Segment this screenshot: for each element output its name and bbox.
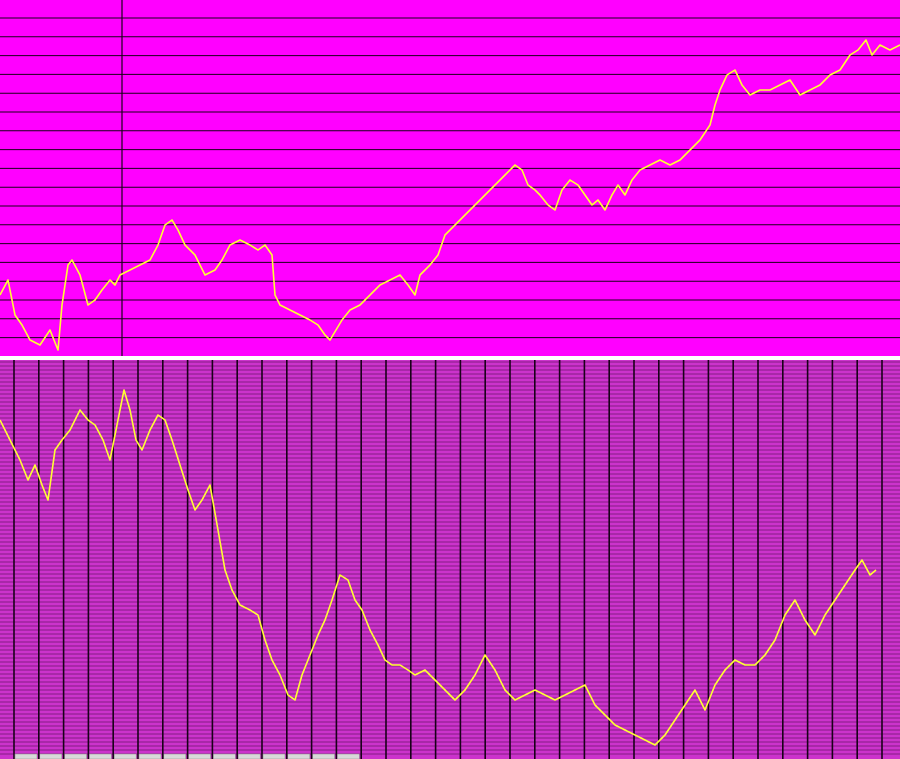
bottom-tab (337, 753, 360, 759)
bottom-tab (312, 753, 335, 759)
bottom-series-line (0, 389, 877, 746)
bottom-tab (163, 753, 187, 759)
bottom-tab (188, 753, 211, 759)
bottom-tab (89, 753, 112, 759)
bottom-tab (287, 753, 311, 759)
top-panel-grid (0, 0, 900, 356)
top-panel-background (0, 0, 900, 356)
bottom-panel-grid (0, 360, 900, 759)
bottom-panel-background (0, 360, 900, 759)
top-panel-series (0, 39, 900, 351)
bottom-panel-series (0, 389, 877, 746)
bottom-tab (237, 753, 261, 759)
bottom-tab (262, 753, 286, 759)
bottom-tab (14, 753, 38, 759)
bottom-tab (138, 753, 162, 759)
bottom-tab (64, 753, 87, 759)
bottom-tab (113, 753, 137, 759)
panel-separator (0, 356, 900, 360)
top-series-line (0, 39, 900, 351)
bottom-tab (213, 753, 236, 759)
bottom-panel-tabs (14, 753, 360, 759)
bottom-tab (39, 753, 63, 759)
